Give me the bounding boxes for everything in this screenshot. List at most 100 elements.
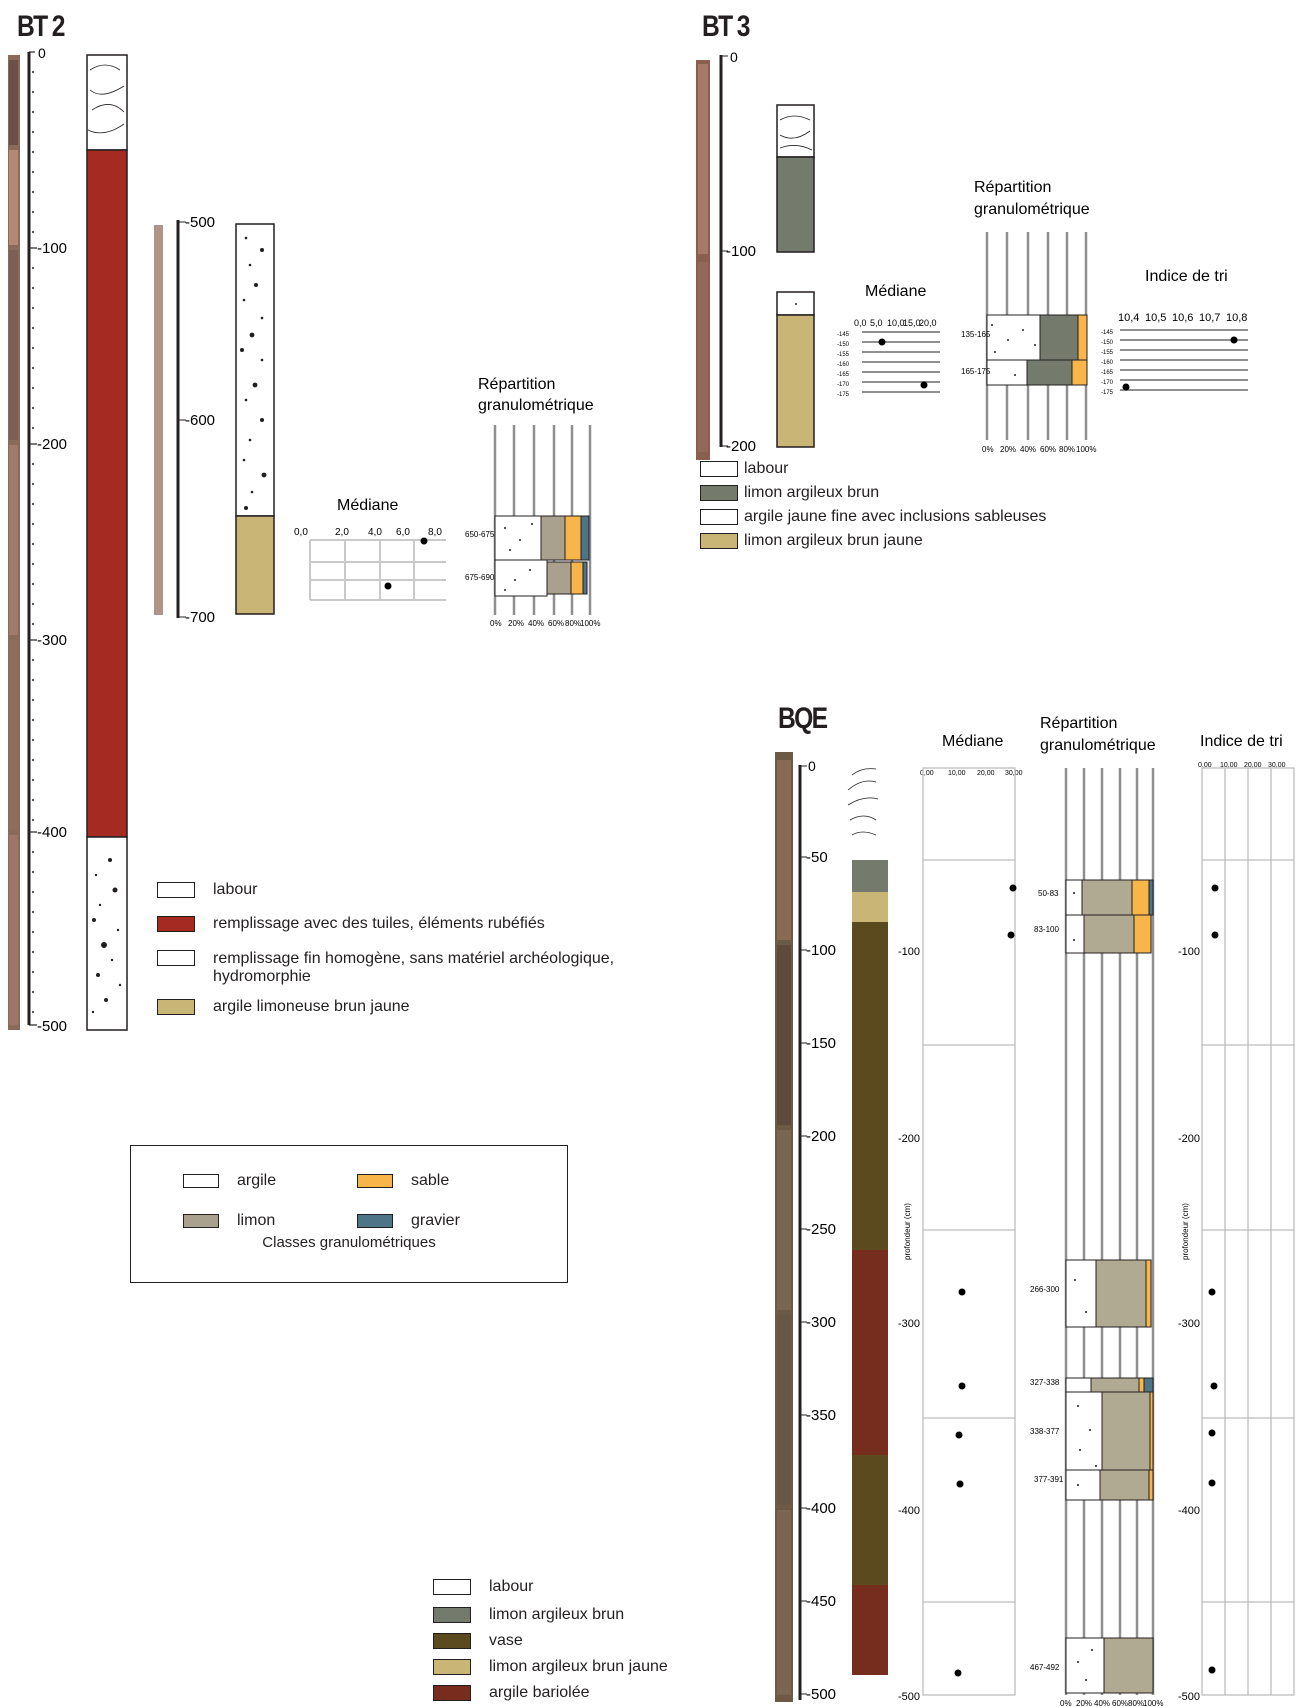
bt2-rep-xtick: 0% bbox=[490, 619, 502, 628]
class-item: limon bbox=[183, 1212, 275, 1230]
bt2-mediane-title: Médiane bbox=[337, 497, 398, 514]
bt2-depth-axis: 0 -100 -200 -300 -400 -500 bbox=[27, 45, 67, 1035]
bt3-tri-tick: 10,7 bbox=[1199, 312, 1220, 324]
bt3-mediane-tick: 5,0 bbox=[870, 318, 883, 328]
bt2-core-photo bbox=[8, 55, 20, 1030]
bt3-tri-row: -165 bbox=[1101, 370, 1114, 376]
bqe-tri-ytick: -300 bbox=[1178, 1318, 1200, 1330]
bqe-rep-row: 266-300 bbox=[1030, 1285, 1060, 1294]
bt2-rep-row: 675-690 bbox=[465, 573, 495, 582]
bt2-rep-xtick: 40% bbox=[528, 619, 544, 628]
bt2-depth-tick: -500 bbox=[37, 1018, 67, 1035]
bt2-mediane-point bbox=[420, 537, 428, 545]
gravier-swatch bbox=[357, 1214, 393, 1228]
mud-fill-swatch bbox=[433, 1633, 471, 1649]
legend-item: argile bariolée bbox=[433, 1684, 590, 1702]
bt2-detail-core: -500 -600 -700 bbox=[154, 214, 275, 626]
legend-item: limon argileux brun bbox=[433, 1606, 624, 1624]
bt3-mediane-tick: 15,0 bbox=[903, 318, 921, 328]
bqe-rep-xtick: 80% bbox=[1128, 1699, 1144, 1707]
bt3-rep-xtick: 0% bbox=[982, 445, 994, 454]
bqe-tri-tick: 30,00 bbox=[1268, 762, 1286, 769]
bt3-rep-xtick: 100% bbox=[1076, 445, 1096, 454]
olive-fill-swatch bbox=[700, 485, 738, 501]
bqe-depth-tick: 0 bbox=[808, 758, 816, 774]
bt3-mediane-row: -150 bbox=[837, 342, 850, 348]
bt3-mediane-tick: 0,0 bbox=[854, 318, 867, 328]
bt2-figure: 0 -100 -200 -300 -400 -500 -500 -600 -70… bbox=[8, 45, 600, 1035]
bt2-mediane-point bbox=[384, 582, 392, 590]
bqe-mediane-tick: 20,00 bbox=[977, 770, 995, 777]
dots-fill-swatch bbox=[157, 950, 195, 966]
bqe-repartition-chart: Répartition granulométrique 50-83 83-100 bbox=[1030, 715, 1163, 1707]
bt3-tri-chart: Indice de tri 10,4 10,5 10,6 10,7 10,8 -… bbox=[1101, 268, 1248, 396]
bqe-mediane-chart: Médiane 0,00 10,00 20,00 30,00 -100 -200… bbox=[898, 733, 1023, 1703]
bqe-mediane-tick: 30,00 bbox=[1005, 770, 1023, 777]
legend-item: argile jaune fine avec inclusions sableu… bbox=[700, 508, 1046, 526]
legend-item: labour bbox=[700, 460, 788, 478]
class-item: gravier bbox=[357, 1212, 460, 1230]
bt2-title: BT 2 bbox=[17, 10, 65, 43]
bt3-rep-xtick: 20% bbox=[1000, 445, 1016, 454]
bqe-mediane-ytick: -400 bbox=[898, 1505, 920, 1517]
bt3-repartition-chart: Répartition granulométrique 135-165 165-… bbox=[961, 179, 1096, 454]
red-fill-swatch bbox=[157, 916, 195, 932]
bt3-depth-axis: 0 -100 -200 bbox=[719, 49, 756, 455]
bqe-tri-tick: 10,00 bbox=[1220, 762, 1238, 769]
bt2-depth-tick: -100 bbox=[37, 240, 67, 257]
bqe-rep-row: 467-492 bbox=[1030, 1663, 1060, 1672]
bt3-tri-tick: 10,5 bbox=[1145, 312, 1166, 324]
legend-item: limon argileux brun jaune bbox=[700, 532, 923, 550]
bqe-rep-row: 327-338 bbox=[1030, 1378, 1060, 1387]
labour-icon bbox=[700, 461, 738, 477]
classes-caption: Classes granulométriques bbox=[262, 1234, 436, 1251]
bt3-column bbox=[776, 104, 815, 448]
bqe-rep-row: 377-391 bbox=[1034, 1475, 1064, 1484]
bqe-mediane-tick: 0,00 bbox=[920, 770, 934, 777]
bt2-rep-xtick: 100% bbox=[580, 619, 600, 628]
white-fill-swatch bbox=[700, 509, 738, 525]
bqe-rep-title: granulométrique bbox=[1040, 737, 1156, 754]
olive-fill-swatch bbox=[433, 1607, 471, 1623]
bqe-mediane-ytick: -200 bbox=[898, 1133, 920, 1145]
bt2-detail-tick: -700 bbox=[185, 609, 215, 626]
bqe-column bbox=[847, 768, 888, 1675]
bt2-mediane-tick: 4,0 bbox=[368, 527, 382, 538]
legend-item: argile limoneuse brun jaune bbox=[157, 998, 410, 1016]
bt3-mediane-row: -165 bbox=[837, 372, 850, 378]
bqe-tri-ylabel: profondeur (cm) bbox=[1181, 1203, 1190, 1260]
bqe-core-photo bbox=[775, 752, 793, 1702]
bt3-rep-xtick: 80% bbox=[1059, 445, 1075, 454]
bt2-rep-xtick: 20% bbox=[508, 619, 524, 628]
bqe-depth-tick: -250 bbox=[806, 1221, 836, 1238]
bqe-mediane-ytick: -100 bbox=[898, 946, 920, 958]
bqe-tri-ytick: -400 bbox=[1178, 1505, 1200, 1517]
bqe-rep-xtick: 20% bbox=[1076, 1699, 1092, 1707]
bt2-detail-tick: -500 bbox=[185, 214, 215, 231]
bqe-depth-tick: -450 bbox=[806, 1593, 836, 1610]
bt2-rep-title: Répartition bbox=[478, 376, 555, 393]
bqe-mediane-ytick: -500 bbox=[898, 1691, 920, 1703]
bqe-tri-ytick: -200 bbox=[1178, 1133, 1200, 1145]
class-item: sable bbox=[357, 1172, 449, 1190]
bt3-rep-title: granulométrique bbox=[974, 201, 1090, 218]
legend-item: labour bbox=[157, 881, 257, 899]
bt3-tri-row: -160 bbox=[1101, 360, 1114, 366]
bt3-tri-point bbox=[1122, 383, 1130, 391]
bt2-mediane-tick: 2,0 bbox=[335, 527, 349, 538]
bqe-tri-ytick: -500 bbox=[1178, 1691, 1200, 1703]
bqe-depth-tick: -300 bbox=[806, 1314, 836, 1331]
bqe-rep-row: 338-377 bbox=[1030, 1427, 1060, 1436]
bt2-depth-tick: -200 bbox=[37, 436, 67, 453]
bt3-rep-title: Répartition bbox=[974, 179, 1051, 196]
bt2-rep-xtick: 60% bbox=[548, 619, 564, 628]
bqe-depth-tick: -100 bbox=[806, 942, 836, 959]
bt3-mediane-point bbox=[878, 338, 886, 346]
bt3-mediane-chart: Médiane 0,0 5,0 10,0 15,0 20,0 -145 -150… bbox=[837, 283, 940, 398]
bqe-depth-tick: -150 bbox=[806, 1035, 836, 1052]
bqe-mediane-ylabel: profondeur (cm) bbox=[903, 1203, 912, 1260]
bqe-mediane-ytick: -300 bbox=[898, 1318, 920, 1330]
legend-item: labour bbox=[433, 1578, 533, 1596]
bt3-mediane-row: -145 bbox=[837, 332, 850, 338]
bqe-tri-tick: 0,00 bbox=[1198, 762, 1212, 769]
